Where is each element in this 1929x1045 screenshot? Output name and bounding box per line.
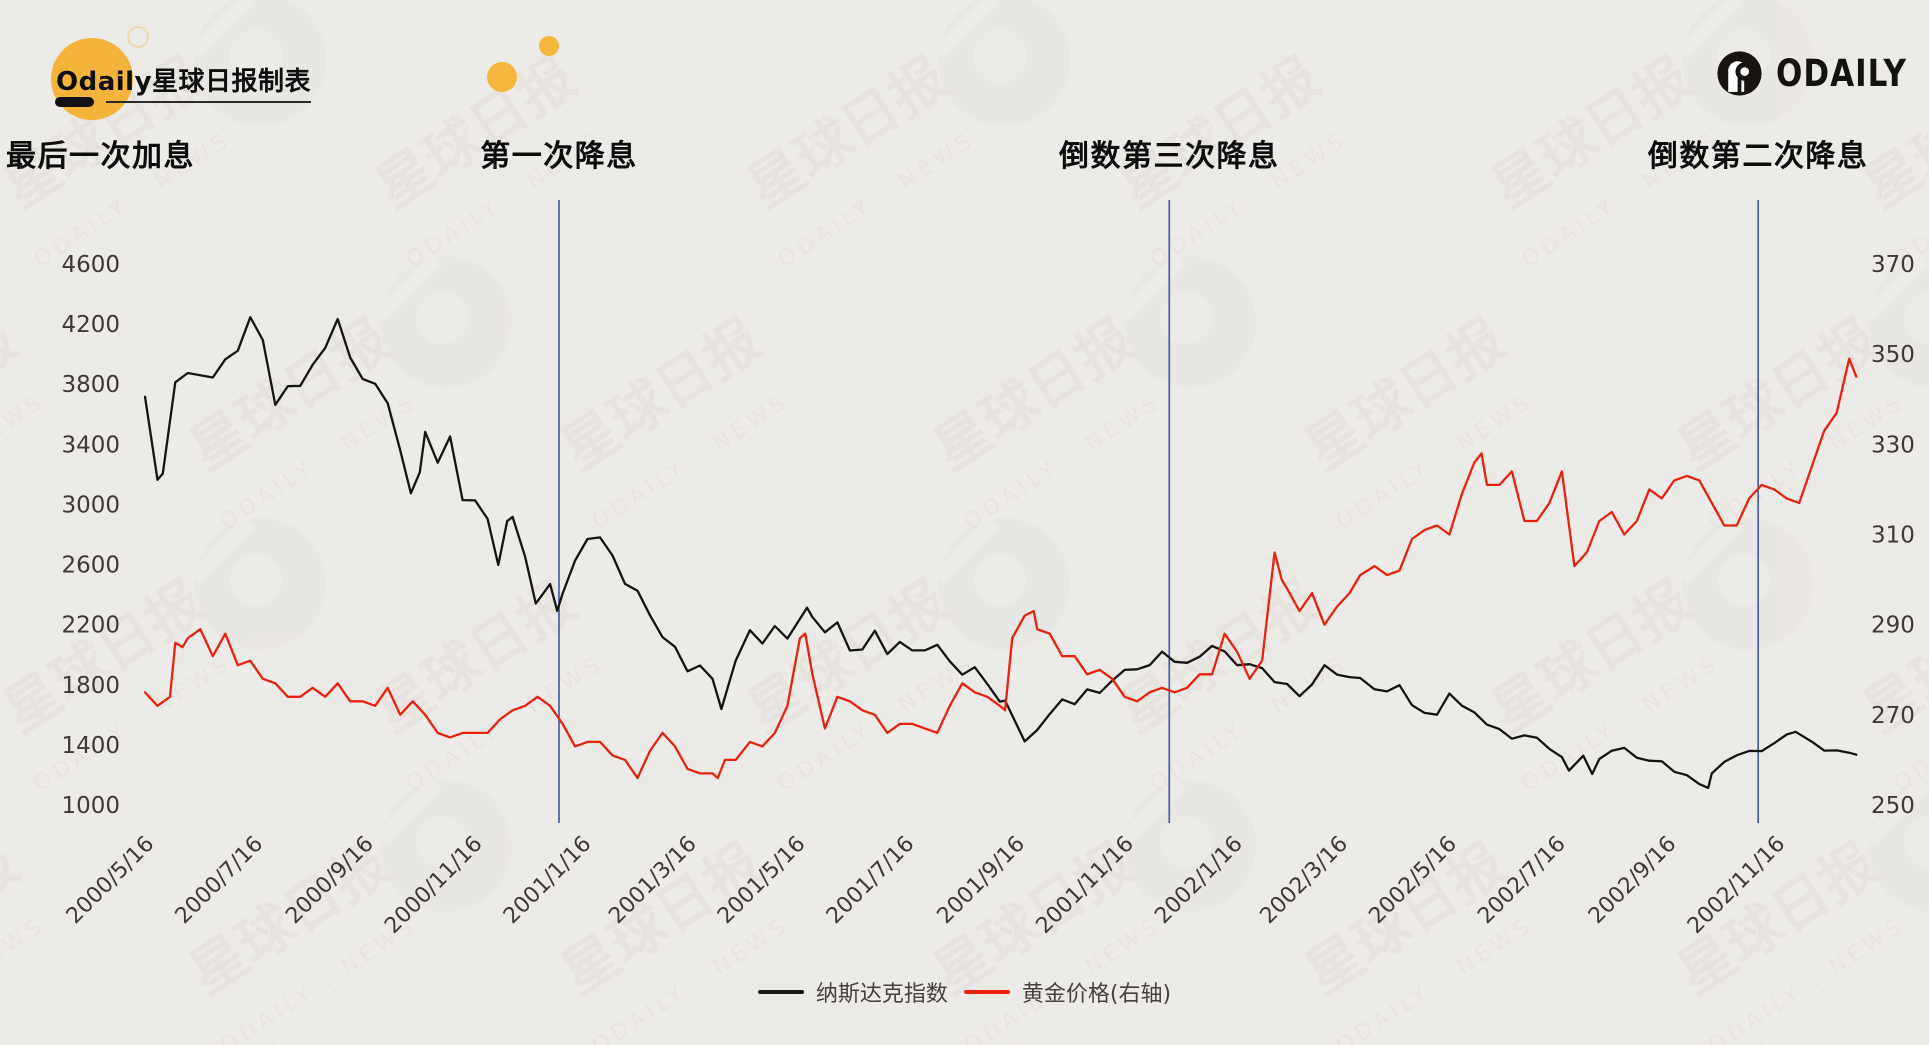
annotation-label: 第一次降息 (480, 139, 638, 174)
odaily-logo-icon (1717, 51, 1762, 96)
right-axis-tick-label: 330 (1871, 432, 1915, 458)
right-axis-tick-label: 370 (1871, 252, 1915, 278)
right-axis-tick-label: 290 (1871, 613, 1915, 639)
chart-maker-label: Odaily星球日报制表 (56, 67, 312, 97)
legend-label: 纳斯达克指数 (815, 982, 948, 1007)
left-axis-tick-label: 1000 (61, 793, 120, 819)
x-axis-tick-label: 2000/11/16 (380, 832, 487, 939)
x-axis-tick-label: 2000/9/16 (281, 832, 378, 929)
legend-label: 黄金价格(右轴) (1021, 982, 1172, 1007)
x-axis-tick-label: 2001/7/16 (822, 832, 919, 929)
x-axis-tick-label: 2002/1/16 (1150, 832, 1247, 929)
brand-dash (55, 97, 94, 107)
odaily-wordmark: ODAILY (1776, 51, 1907, 96)
left-axis-tick-label: 1800 (61, 673, 120, 699)
annotation-label: 倒数第三次降息 (1059, 139, 1280, 174)
x-axis-tick-label: 2001/5/16 (713, 832, 810, 929)
left-axis-tick-label: 2600 (61, 553, 120, 579)
decorative-dot-large (487, 62, 517, 92)
left-axis-tick-label: 1400 (61, 733, 120, 759)
x-axis-tick-label: 2002/9/16 (1584, 832, 1681, 929)
x-axis-tick-label: 2000/5/16 (62, 832, 159, 929)
legend-swatch (757, 990, 804, 994)
left-axis-tick-label: 4200 (61, 312, 120, 338)
left-axis-tick-label: 4600 (61, 252, 120, 278)
x-axis-tick-label: 2002/7/16 (1473, 832, 1570, 929)
right-axis-tick-label: 270 (1871, 703, 1915, 729)
left-axis-tick-label: 3400 (61, 432, 120, 458)
series-line-nasdaq (143, 316, 1858, 790)
legend-item: 纳斯达克指数 (757, 976, 948, 1008)
series-line-gold (143, 357, 1858, 780)
x-axis-tick-label: 2001/1/16 (499, 832, 596, 929)
right-axis-tick-label: 310 (1871, 523, 1915, 549)
x-axis-tick-label: 2000/7/16 (171, 832, 268, 929)
x-axis-tick-label: 2002/11/16 (1683, 832, 1790, 939)
legend-item: 黄金价格(右轴) (963, 976, 1172, 1008)
left-axis-tick-label: 3800 (61, 372, 120, 398)
legend-swatch (963, 990, 1010, 994)
decorative-dot-small (539, 36, 559, 56)
odaily-logo: ODAILY (1716, 50, 1907, 97)
brand-underline (106, 101, 311, 103)
x-axis-tick-label: 2002/5/16 (1364, 832, 1461, 929)
left-axis-tick-label: 3000 (61, 492, 120, 518)
annotation-label: 倒数第二次降息 (1647, 139, 1869, 174)
right-axis-tick-label: 250 (1871, 793, 1915, 819)
x-axis-tick-label: 2001/9/16 (933, 832, 1030, 929)
legend: 纳斯达克指数 黄金价格(右轴) (0, 976, 1929, 1008)
decorative-ring (127, 26, 149, 48)
x-axis-tick-label: 2002/3/16 (1256, 832, 1353, 929)
left-axis-tick-label: 2200 (61, 613, 120, 639)
right-axis-tick-label: 350 (1871, 342, 1915, 368)
x-axis-tick-label: 2001/3/16 (604, 832, 701, 929)
x-axis-tick-label: 2001/11/16 (1032, 832, 1139, 939)
annotation-label: 最后一次加息 (6, 139, 195, 174)
